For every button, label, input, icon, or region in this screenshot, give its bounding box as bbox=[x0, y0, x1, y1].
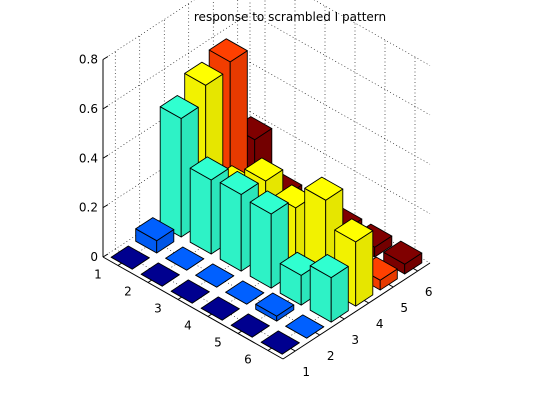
row-tick-label: 3 bbox=[154, 302, 162, 316]
bar bbox=[383, 240, 423, 275]
grid-line bbox=[249, 61, 431, 165]
col-tick-label: 1 bbox=[302, 365, 310, 379]
z-tick-label: 0.4 bbox=[79, 151, 98, 165]
bar-top-face bbox=[140, 262, 180, 287]
grid-line bbox=[313, 0, 431, 66]
row-tick-label: 1 bbox=[94, 268, 102, 282]
col-tick-label: 3 bbox=[351, 333, 359, 347]
grid-line bbox=[139, 232, 320, 336]
bar-top-face bbox=[159, 95, 199, 119]
bar bbox=[170, 279, 210, 304]
z-tick-mark bbox=[102, 105, 109, 110]
bar-side-face bbox=[355, 230, 374, 307]
z-tick-label: 0.6 bbox=[79, 102, 98, 116]
grid-line bbox=[249, 111, 431, 214]
col-tick-label: 4 bbox=[376, 317, 384, 331]
bar bbox=[255, 292, 295, 322]
col-tick-label: 2 bbox=[327, 349, 335, 363]
bar-top-face bbox=[309, 254, 349, 279]
col-axis-line bbox=[282, 262, 431, 360]
row-tick-label: 6 bbox=[244, 353, 252, 367]
grid-line bbox=[115, 248, 296, 352]
bar bbox=[135, 217, 175, 254]
row-axis-line bbox=[102, 256, 284, 360]
bar-top-face bbox=[383, 240, 423, 265]
bar-top-face bbox=[260, 330, 300, 355]
bar bbox=[165, 246, 205, 271]
z-tick-label: 0.2 bbox=[79, 201, 98, 215]
bar bbox=[309, 254, 349, 323]
row-tick-label: 4 bbox=[184, 319, 192, 333]
chart-bars bbox=[110, 38, 423, 355]
bar-top-face bbox=[184, 61, 224, 86]
bar-front-face bbox=[159, 106, 182, 238]
bar bbox=[260, 330, 300, 355]
z-tick-mark bbox=[102, 204, 109, 209]
z-tick-label: 0.8 bbox=[79, 53, 98, 67]
bar-top-face bbox=[225, 280, 265, 305]
bar-top-face bbox=[110, 245, 150, 270]
bar-top-face bbox=[135, 217, 175, 242]
row-tick-label: 5 bbox=[214, 336, 222, 350]
bar-top-face bbox=[255, 292, 295, 317]
bar-top-face bbox=[249, 190, 289, 215]
bar bbox=[110, 245, 150, 270]
col-tick-label: 6 bbox=[425, 285, 433, 299]
grid-line bbox=[102, 0, 195, 60]
bar-front-face bbox=[189, 167, 212, 255]
bar-top-face bbox=[230, 313, 270, 338]
bar-top-face bbox=[244, 157, 284, 182]
bar bbox=[140, 262, 180, 287]
row-tick-label: 2 bbox=[124, 285, 132, 299]
bar bbox=[225, 280, 265, 305]
bar-top-face bbox=[208, 38, 248, 63]
bar-front-face bbox=[219, 182, 242, 272]
bar-top-face bbox=[334, 218, 374, 243]
col-tick-label: 5 bbox=[400, 301, 408, 315]
grid-line bbox=[249, 12, 431, 116]
z-tick-mark bbox=[102, 56, 109, 60]
bar-top-face bbox=[285, 314, 325, 339]
bar-top-face bbox=[165, 246, 205, 271]
bar-top-face bbox=[304, 176, 344, 201]
grid-line bbox=[102, 12, 251, 110]
bar-top-face bbox=[200, 296, 240, 321]
chart-title: response to scrambled I pattern bbox=[194, 10, 386, 24]
bar-front-face bbox=[249, 201, 272, 289]
bar-top-face bbox=[170, 279, 210, 304]
bar-top-face bbox=[189, 156, 229, 181]
bar bbox=[200, 296, 240, 321]
bar bbox=[285, 314, 325, 339]
bar-top-face bbox=[195, 263, 235, 288]
bar bbox=[195, 263, 235, 288]
z-tick-mark bbox=[102, 253, 109, 258]
bar-top-face bbox=[219, 170, 259, 195]
z-tick-mark bbox=[102, 154, 109, 159]
bar bbox=[230, 313, 270, 338]
z-tick-label: 0 bbox=[90, 250, 98, 264]
chart-tick-labels: 0 0.2 0.4 0.6 0.8 1 2 3 4 5 6 1 2 3 4 5 6 bbox=[79, 53, 433, 380]
